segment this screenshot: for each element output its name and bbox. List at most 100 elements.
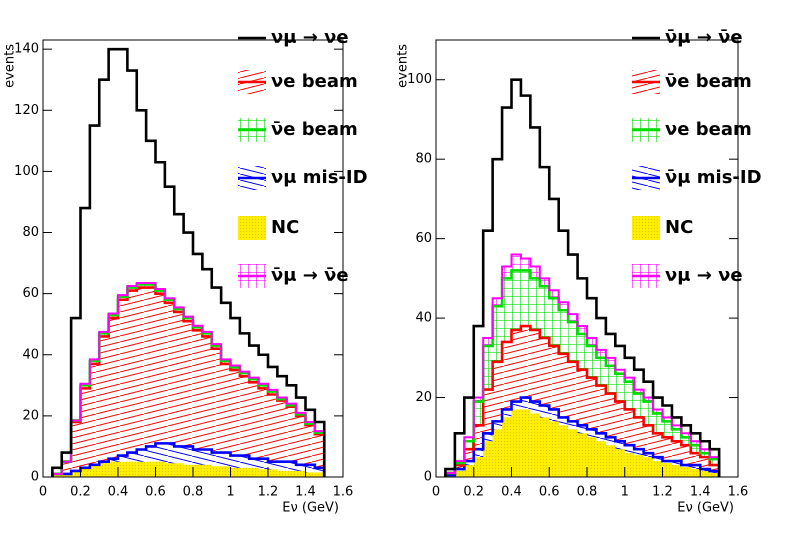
histogram-segment (511, 330, 521, 402)
y-tick-label: 60 (415, 231, 432, 246)
histogram-segment (596, 349, 606, 358)
histogram-segment (483, 337, 493, 346)
histogram-segment (530, 401, 540, 414)
histogram-segment (164, 463, 175, 477)
legend-label: NC (665, 217, 693, 238)
histogram-segment (193, 464, 203, 477)
histogram-segment (492, 298, 503, 307)
histogram-segment (99, 80, 108, 332)
histogram-segment (193, 330, 203, 450)
histogram-segment (483, 441, 493, 477)
step-outline (444, 324, 721, 477)
histogram-segment (240, 333, 249, 371)
histogram-segment (577, 433, 587, 477)
histogram-segment (615, 369, 625, 374)
histogram-segment (690, 445, 701, 454)
histogram-segment (540, 167, 549, 278)
histogram-segment (643, 397, 654, 402)
legend-label: νμ → νe (665, 265, 743, 286)
histogram-segment (549, 298, 559, 346)
histogram-segment (502, 409, 512, 418)
histogram-segment (174, 311, 184, 447)
histogram-segment (577, 425, 587, 434)
histogram-segment (268, 461, 278, 470)
histogram-segment (662, 421, 672, 438)
histogram-segment (211, 466, 222, 477)
histogram-segment (511, 409, 521, 477)
histogram-segment (596, 441, 606, 477)
histogram-segment (212, 288, 221, 345)
histogram-segment (615, 373, 625, 402)
step-outline (51, 281, 326, 477)
histogram-segment (259, 355, 268, 384)
histogram-segment (127, 71, 136, 286)
histogram-segment (61, 473, 72, 477)
histogram-segment (663, 405, 672, 417)
histogram-segment (624, 445, 635, 454)
histogram-segment (671, 461, 682, 466)
histogram-segment (230, 455, 240, 468)
histogram-segment (296, 398, 305, 413)
histogram-segment (221, 452, 231, 467)
histogram-segment (587, 429, 597, 438)
histogram-segment (268, 469, 278, 477)
histogram-segment (454, 465, 465, 470)
histogram-segment (634, 417, 644, 450)
histogram-segment (558, 353, 569, 418)
y-axis-label: events (3, 44, 18, 88)
histogram-segment (634, 393, 644, 418)
legend-swatch (632, 216, 660, 240)
histogram-segment (99, 463, 109, 477)
histogram-segment (473, 425, 484, 450)
x-tick-label: 0 (432, 485, 440, 500)
histogram-segment (690, 465, 701, 470)
histogram-segment (568, 361, 578, 422)
histogram-segment (520, 326, 531, 398)
histogram-segment (605, 445, 616, 477)
histogram-segment (249, 458, 259, 468)
histogram-segment (520, 270, 531, 327)
histogram-segment (164, 299, 175, 303)
histogram-segment (530, 413, 540, 477)
histogram-segment (653, 409, 663, 414)
step-outline (444, 78, 721, 477)
histogram-segment (231, 318, 240, 365)
histogram-segment (193, 254, 202, 326)
histogram-segment (577, 369, 587, 426)
y-tick-label: 20 (22, 408, 39, 423)
legend-label: ν̄μ → ν̄e (271, 265, 349, 286)
histogram-segment (268, 367, 277, 390)
x-tick-label: 0 (39, 485, 47, 500)
histogram-segment (473, 401, 484, 426)
legend-label: ν̄μ mis-ID (665, 167, 762, 188)
histogram-segment (202, 269, 211, 332)
histogram-segment (539, 278, 550, 287)
histogram-segment (71, 421, 81, 471)
histogram-segment (305, 425, 315, 465)
histogram-segment (183, 446, 193, 465)
histogram-segment (549, 421, 559, 477)
histogram-segment (258, 458, 268, 470)
histogram-segment (502, 278, 512, 342)
histogram-segment (671, 465, 682, 477)
histogram-segment (118, 49, 127, 295)
histogram-segment (643, 453, 654, 458)
histogram-segment (559, 231, 568, 303)
histogram-segment (681, 445, 691, 466)
histogram-segment (174, 214, 183, 307)
histogram-segment (558, 425, 569, 477)
legend-label: νμ mis-ID (271, 167, 368, 188)
x-axis-label: Eν (GeV) (282, 501, 339, 516)
histogram-segment (258, 469, 268, 477)
histogram-segment (146, 287, 156, 447)
histogram-segment (183, 321, 193, 447)
x-tick-label: 1.6 (333, 485, 354, 500)
histogram-segment (520, 397, 531, 410)
histogram-segment (286, 461, 297, 471)
histogram-segment (174, 446, 184, 464)
histogram-segment (193, 449, 203, 465)
histogram-segment (239, 467, 250, 477)
histogram-segment (99, 333, 109, 337)
histogram-segment (296, 470, 306, 477)
step-outline (444, 396, 721, 477)
